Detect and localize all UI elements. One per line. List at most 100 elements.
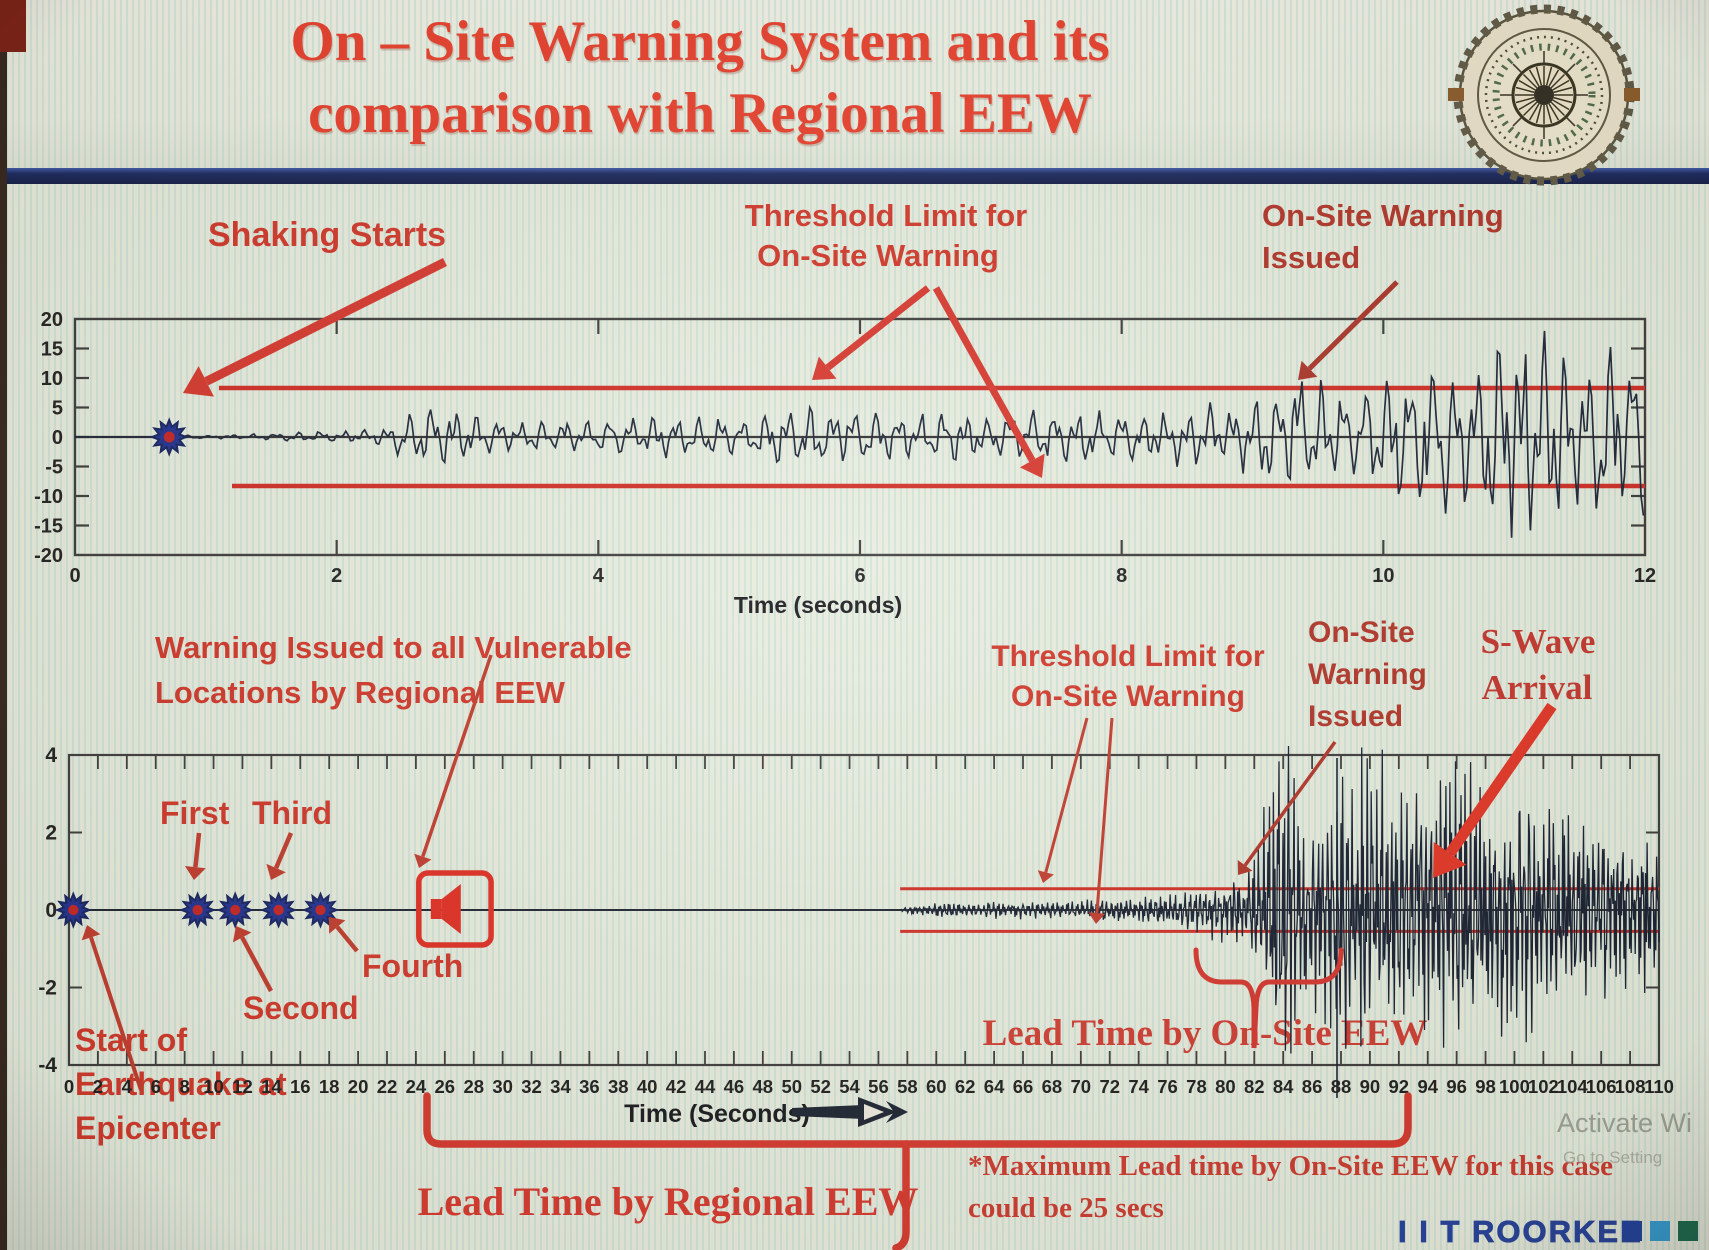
- svg-text:6: 6: [151, 1076, 161, 1097]
- svg-text:12: 12: [232, 1076, 253, 1097]
- annotation-lead-regional: Lead Time by Regional EEW: [417, 1179, 919, 1224]
- svg-text:108: 108: [1615, 1076, 1646, 1097]
- svg-text:38: 38: [608, 1076, 629, 1097]
- svg-text:98: 98: [1475, 1076, 1496, 1097]
- annotation-maximum-line2: could be 25 secs: [968, 1192, 1164, 1224]
- title-area: [7, 0, 1709, 168]
- svg-text:-20: -20: [34, 545, 63, 567]
- svg-text:4: 4: [593, 565, 605, 587]
- annotation-top-threshold-line2: On-Site Warning: [757, 238, 999, 273]
- svg-text:96: 96: [1446, 1076, 1467, 1097]
- brand-square-blue: [1622, 1221, 1642, 1241]
- svg-text:80: 80: [1215, 1076, 1236, 1097]
- svg-text:2: 2: [331, 565, 342, 587]
- annotation-top-threshold-line1: Threshold Limit for: [744, 198, 1028, 233]
- annotation-swave-line1: S-Wave: [1480, 622, 1596, 661]
- svg-text:70: 70: [1071, 1076, 1092, 1097]
- annotation-first: First: [160, 795, 230, 831]
- annotation-bottom-threshold-line1: Threshold Limit for: [991, 640, 1265, 673]
- svg-text:60: 60: [926, 1076, 947, 1097]
- svg-text:84: 84: [1273, 1076, 1294, 1097]
- svg-text:24: 24: [406, 1076, 427, 1097]
- slide-title-line1: On – Site Warning System and its: [290, 10, 1110, 73]
- activate-windows-watermark: Activate Wi: [1557, 1108, 1693, 1138]
- svg-text:0: 0: [52, 427, 63, 449]
- svg-text:-2: -2: [38, 977, 57, 1000]
- svg-text:2: 2: [45, 822, 57, 845]
- svg-text:26: 26: [435, 1076, 456, 1097]
- svg-text:52: 52: [810, 1076, 831, 1097]
- svg-text:42: 42: [666, 1076, 687, 1097]
- svg-text:18: 18: [319, 1076, 340, 1097]
- svg-text:14: 14: [261, 1076, 282, 1097]
- annotation-vulnerable-line2: Locations by Regional EEW: [155, 675, 565, 710]
- svg-text:50: 50: [781, 1076, 802, 1097]
- svg-text:90: 90: [1360, 1076, 1381, 1097]
- svg-text:16: 16: [290, 1076, 311, 1097]
- svg-text:32: 32: [521, 1076, 542, 1097]
- svg-text:92: 92: [1389, 1076, 1410, 1097]
- svg-text:48: 48: [753, 1076, 774, 1097]
- svg-text:110: 110: [1644, 1076, 1674, 1097]
- annotation-second: Second: [243, 990, 359, 1026]
- svg-text:8: 8: [1116, 565, 1127, 587]
- go-to-settings-watermark: Go to Setting: [1563, 1148, 1663, 1167]
- annotation-start-line1: Start of: [75, 1022, 187, 1058]
- svg-text:20: 20: [348, 1076, 369, 1097]
- annotation-start-line2: Earthquake at: [75, 1066, 287, 1102]
- annotation-top-issued-line1: On-Site Warning: [1262, 198, 1504, 233]
- annotation-bottom-threshold-line2: On-Site Warning: [1011, 680, 1245, 713]
- svg-text:20: 20: [41, 309, 63, 331]
- title-divider-bar: [0, 168, 1709, 184]
- annotation-maximum-line1: *Maximum Lead time by On-Site EEW for th…: [968, 1150, 1613, 1182]
- svg-text:68: 68: [1042, 1076, 1063, 1097]
- svg-text:-15: -15: [34, 516, 63, 538]
- annotation-swave-line2: Arrival: [1481, 668, 1593, 707]
- svg-text:104: 104: [1557, 1076, 1589, 1097]
- svg-text:100: 100: [1499, 1076, 1530, 1097]
- svg-text:64: 64: [984, 1076, 1005, 1097]
- svg-text:66: 66: [1013, 1076, 1034, 1097]
- svg-text:88: 88: [1331, 1076, 1352, 1097]
- svg-text:5: 5: [52, 398, 63, 420]
- svg-text:-10: -10: [34, 486, 63, 508]
- svg-text:74: 74: [1128, 1076, 1149, 1097]
- svg-text:15: 15: [41, 339, 63, 361]
- svg-text:78: 78: [1186, 1076, 1207, 1097]
- svg-text:0: 0: [64, 1076, 74, 1097]
- svg-text:86: 86: [1302, 1076, 1323, 1097]
- svg-text:94: 94: [1417, 1076, 1438, 1097]
- svg-text:34: 34: [550, 1076, 571, 1097]
- slide-title: On – Site Warning System and its compari…: [120, 6, 1280, 150]
- svg-text:-5: -5: [45, 457, 63, 479]
- svg-text:46: 46: [724, 1076, 745, 1097]
- svg-text:102: 102: [1528, 1076, 1559, 1097]
- brand-square-green: [1678, 1221, 1698, 1241]
- annotation-bottom-issued-line3: Issued: [1308, 700, 1404, 733]
- svg-text:82: 82: [1244, 1076, 1265, 1097]
- iit-roorkee-wordmark: I I T ROORKEE: [1398, 1214, 1643, 1250]
- regional-warning-speaker-icon: [416, 870, 494, 948]
- svg-text:0: 0: [45, 899, 57, 922]
- screen-left-edge: [0, 0, 7, 1250]
- annotation-top-issued-line2: Issued: [1262, 240, 1361, 275]
- brand-square-sky: [1650, 1221, 1670, 1241]
- annotation-fourth: Fourth: [362, 948, 464, 984]
- svg-text:8: 8: [179, 1076, 189, 1097]
- corner-artifact: [0, 0, 26, 52]
- svg-text:4: 4: [45, 744, 57, 767]
- svg-text:10: 10: [41, 368, 63, 390]
- svg-text:6: 6: [854, 565, 865, 587]
- svg-text:44: 44: [695, 1076, 716, 1097]
- svg-text:36: 36: [579, 1076, 600, 1097]
- svg-text:28: 28: [463, 1076, 484, 1097]
- top-x-axis-title: Time (seconds): [733, 592, 903, 618]
- svg-text:30: 30: [492, 1076, 513, 1097]
- svg-text:56: 56: [868, 1076, 889, 1097]
- svg-text:12: 12: [1634, 565, 1656, 587]
- svg-text:10: 10: [203, 1076, 224, 1097]
- svg-text:0: 0: [69, 565, 80, 587]
- svg-text:62: 62: [955, 1076, 976, 1097]
